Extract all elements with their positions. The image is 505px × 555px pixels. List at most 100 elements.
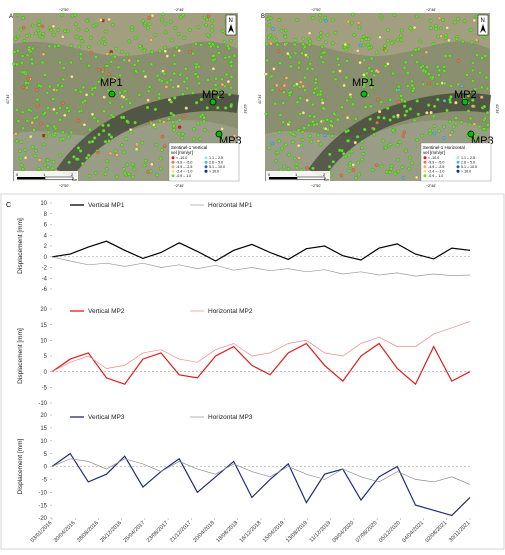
- velocity-point: [308, 43, 312, 47]
- velocity-point: [310, 67, 315, 71]
- velocity-point: [125, 162, 130, 167]
- velocity-point: [19, 27, 23, 32]
- y-tick-label: -5: [42, 386, 48, 392]
- velocity-point: [291, 140, 295, 144]
- velocity-point: [305, 166, 309, 170]
- velocity-point: [122, 58, 127, 63]
- velocity-point: [36, 167, 41, 171]
- velocity-point: [76, 27, 81, 32]
- velocity-point: [482, 104, 487, 109]
- velocity-point: [105, 52, 110, 56]
- velocity-point: [320, 101, 325, 105]
- velocity-point: [158, 49, 162, 54]
- velocity-point: [418, 39, 423, 44]
- velocity-point: [148, 169, 153, 173]
- velocity-point: [399, 38, 404, 42]
- velocity-point: [442, 81, 447, 86]
- velocity-point: [106, 88, 111, 92]
- velocity-point: [436, 97, 440, 102]
- velocity-point: [21, 85, 26, 90]
- velocity-point: [127, 58, 132, 63]
- velocity-point: [319, 89, 323, 94]
- velocity-point: [316, 133, 321, 138]
- velocity-point: [81, 85, 86, 90]
- velocity-point: [265, 42, 269, 47]
- velocity-point: [324, 40, 328, 45]
- velocity-point: [120, 104, 125, 109]
- velocity-point: [339, 173, 344, 178]
- velocity-point: [214, 76, 218, 81]
- north-label-a: N: [229, 18, 233, 24]
- velocity-point: [218, 89, 223, 93]
- velocity-point: [227, 46, 231, 51]
- legend-swatch: [423, 169, 427, 173]
- velocity-point: [178, 73, 182, 77]
- velocity-point: [396, 84, 401, 89]
- velocity-point: [220, 136, 224, 141]
- legend-title-b-1: Sentinel-1 Horizontal: [423, 145, 465, 150]
- velocity-point: [192, 137, 196, 141]
- velocity-point: [185, 86, 189, 91]
- velocity-point: [48, 84, 52, 89]
- velocity-point: [58, 117, 62, 122]
- velocity-point: [311, 16, 315, 20]
- velocity-point: [308, 62, 313, 66]
- velocity-point: [362, 127, 367, 132]
- velocity-point: [307, 123, 311, 128]
- scale-1: 1: [295, 172, 298, 177]
- velocity-point: [287, 153, 291, 157]
- velocity-point: [437, 16, 442, 20]
- velocity-point: [185, 76, 189, 81]
- velocity-point: [282, 83, 287, 88]
- velocity-point: [141, 69, 146, 73]
- velocity-point: [397, 140, 402, 144]
- legend-title-a-1: Sentinel-1 Vertical: [171, 145, 207, 150]
- velocity-point: [388, 142, 393, 147]
- velocity-point: [229, 39, 233, 43]
- north-arrow-icon: [480, 24, 486, 33]
- velocity-point: [379, 164, 384, 169]
- velocity-point: [416, 112, 420, 117]
- velocity-point: [323, 16, 328, 20]
- velocity-point: [39, 84, 43, 89]
- velocity-point: [356, 161, 360, 165]
- velocity-point: [376, 115, 381, 120]
- velocity-point: [399, 33, 403, 38]
- velocity-point: [130, 162, 135, 167]
- velocity-point: [295, 18, 300, 22]
- velocity-point: [281, 120, 285, 124]
- velocity-point: [426, 72, 431, 76]
- velocity-point: [55, 111, 59, 115]
- velocity-point: [313, 87, 317, 91]
- velocity-point: [210, 28, 214, 33]
- legend-label: Horizontal MP1: [208, 202, 253, 209]
- velocity-point: [333, 31, 338, 35]
- velocity-point: [428, 131, 433, 136]
- velocity-point: [383, 145, 388, 150]
- velocity-point: [350, 21, 354, 25]
- legend-swatch: [423, 165, 427, 169]
- velocity-point: [103, 29, 108, 34]
- velocity-point: [101, 123, 105, 128]
- velocity-point: [222, 40, 227, 44]
- velocity-point: [229, 75, 234, 79]
- velocity-point: [321, 119, 326, 123]
- velocity-point: [136, 59, 140, 63]
- velocity-point: [427, 81, 431, 86]
- legend-swatch: [204, 165, 208, 169]
- velocity-point: [343, 154, 348, 159]
- velocity-point: [467, 122, 472, 127]
- velocity-point: [46, 165, 50, 169]
- velocity-point: [297, 66, 301, 70]
- velocity-point: [468, 116, 473, 121]
- velocity-point: [21, 167, 25, 171]
- velocity-point: [484, 75, 489, 80]
- velocity-point: [126, 172, 131, 176]
- velocity-point: [301, 84, 305, 89]
- velocity-point: [202, 128, 207, 132]
- velocity-point: [454, 121, 458, 126]
- velocity-point: [436, 34, 440, 39]
- velocity-point: [337, 63, 341, 67]
- velocity-point: [120, 50, 124, 54]
- velocity-point: [474, 38, 479, 42]
